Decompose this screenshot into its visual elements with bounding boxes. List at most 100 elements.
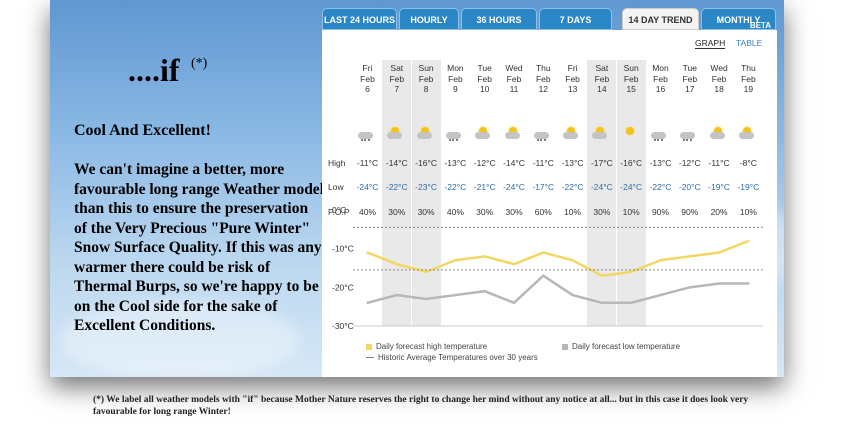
high-value: -11°C xyxy=(532,158,554,168)
pop-value: 20% xyxy=(710,207,728,217)
tab-monthly[interactable]: MONTHLY BETA xyxy=(701,8,776,30)
day-date: 8 xyxy=(423,84,429,94)
high-value: -8°C xyxy=(739,158,757,168)
high-value: -13°C xyxy=(561,158,584,168)
day-dow: Wed xyxy=(710,63,728,73)
pop-value: 90% xyxy=(681,207,699,217)
day-month: Feb xyxy=(682,73,698,84)
high-value: -12°C xyxy=(473,158,496,168)
snow-cloud-icon xyxy=(353,126,382,142)
low-value: -24°C xyxy=(620,182,643,192)
day-header: Mon Feb 16 xyxy=(646,63,675,95)
series-1-point xyxy=(571,293,574,297)
series-1-point xyxy=(424,297,428,301)
tab-label: 36 HOURS xyxy=(476,15,522,25)
high-value: -12°C xyxy=(678,158,701,168)
day-header: Thu Feb 19 xyxy=(734,63,763,95)
weekend-column-shade xyxy=(587,60,617,326)
pop-value: 30% xyxy=(476,207,494,217)
footnote: (*) We label all weather models with "if… xyxy=(93,395,749,417)
snow-cloud-icon xyxy=(441,126,470,142)
legend-label: Daily forecast low temperature xyxy=(572,342,681,351)
high-value: -16°C xyxy=(415,158,437,168)
day-month: Feb xyxy=(477,73,493,84)
sun-cloud-icon xyxy=(500,126,529,142)
legend-swatch xyxy=(366,343,372,350)
day-header: Sat Feb 7 xyxy=(382,63,411,95)
pop-value: 40% xyxy=(446,207,464,217)
low-value: -23°C xyxy=(415,182,437,192)
tab-7-days[interactable]: 7 DAYS xyxy=(539,8,612,30)
day-date: 6 xyxy=(365,84,370,94)
weekend-column-shade xyxy=(382,60,412,326)
high-row-label: High xyxy=(328,158,346,168)
snow-cloud-icon xyxy=(675,126,704,142)
series-0-point xyxy=(688,255,691,258)
series-1-point xyxy=(483,290,486,293)
high-value: -14°C xyxy=(503,158,525,168)
legend-item: Daily forecast high temperature xyxy=(366,342,487,351)
day-date: 13 xyxy=(567,84,578,94)
day-month: Feb xyxy=(711,73,727,84)
day-month: Feb xyxy=(535,73,551,84)
day-date: 12 xyxy=(538,84,549,94)
if-footnote-mark: (*) xyxy=(191,56,208,71)
day-header: Sun Feb 15 xyxy=(617,63,646,95)
tab-last-24-hours[interactable]: LAST 24 HOURS xyxy=(322,8,397,30)
day-dow: Mon xyxy=(652,63,669,73)
temperature-chart: 0°C -10°C -20°C -30°C xyxy=(332,205,763,331)
low-row-label: Low xyxy=(328,182,344,192)
low-value: -21°C xyxy=(473,182,496,192)
background-cloud xyxy=(60,300,300,377)
pop-value: 30% xyxy=(388,207,406,217)
tab-36-hours[interactable]: 36 HOURS xyxy=(461,8,537,30)
graph-view-link[interactable]: GRAPH xyxy=(695,38,726,49)
high-value: -16°C xyxy=(620,158,643,168)
pop-value: 30% xyxy=(417,207,435,217)
high-value: -11°C xyxy=(708,158,730,168)
day-date: 10 xyxy=(479,84,490,94)
day-header: Sun Feb 8 xyxy=(412,63,441,95)
legend-swatch xyxy=(366,357,374,359)
snow-cloud-icon xyxy=(529,126,558,142)
series-1-point xyxy=(600,301,604,304)
high-value: -13°C xyxy=(444,158,467,168)
legend-label: Daily forecast high temperature xyxy=(376,342,488,351)
sun-cloud-icon xyxy=(470,126,499,142)
high-value: -11°C xyxy=(356,158,379,168)
body-text: We can't imagine a better, more favourab… xyxy=(74,161,324,334)
day-month: Feb xyxy=(360,73,375,84)
day-month: Feb xyxy=(594,73,610,84)
high-value: -13°C xyxy=(649,158,672,168)
day-month: Feb xyxy=(741,73,756,84)
day-header: Sat Feb 14 xyxy=(587,63,616,95)
pop-value: 40% xyxy=(358,207,376,217)
series-0-point xyxy=(512,262,516,266)
series-0-point xyxy=(424,270,428,274)
tab-label: 14 DAY TREND xyxy=(628,15,693,25)
day-dow: Wed xyxy=(505,63,523,73)
day-dow: Fri xyxy=(362,63,373,73)
sun-icon xyxy=(617,126,646,142)
pop-value: 30% xyxy=(505,207,523,217)
day-dow: Sun xyxy=(623,63,639,73)
low-value: -19°C xyxy=(708,182,730,192)
y-tick-label: -10°C xyxy=(332,244,354,254)
tab-14-day-trend[interactable]: 14 DAY TREND xyxy=(622,8,699,30)
day-dow: Thu xyxy=(535,63,551,73)
day-date: 7 xyxy=(394,84,400,94)
day-date: 19 xyxy=(743,84,754,94)
weekend-column-shade xyxy=(411,60,441,326)
pop-value: 30% xyxy=(593,207,611,217)
weekend-column-shade xyxy=(616,60,646,326)
day-month: Feb xyxy=(653,73,668,84)
low-value: -22°C xyxy=(561,182,584,192)
sun-cloud-icon xyxy=(382,126,411,142)
day-date: 15 xyxy=(626,84,636,94)
series-0-point xyxy=(630,270,633,274)
table-view-link[interactable]: TABLE xyxy=(736,38,763,48)
pop-value: 10% xyxy=(622,207,640,217)
tab-hourly[interactable]: HOURLY xyxy=(399,8,459,30)
series-1-point xyxy=(659,293,662,297)
day-date: 16 xyxy=(655,84,666,94)
